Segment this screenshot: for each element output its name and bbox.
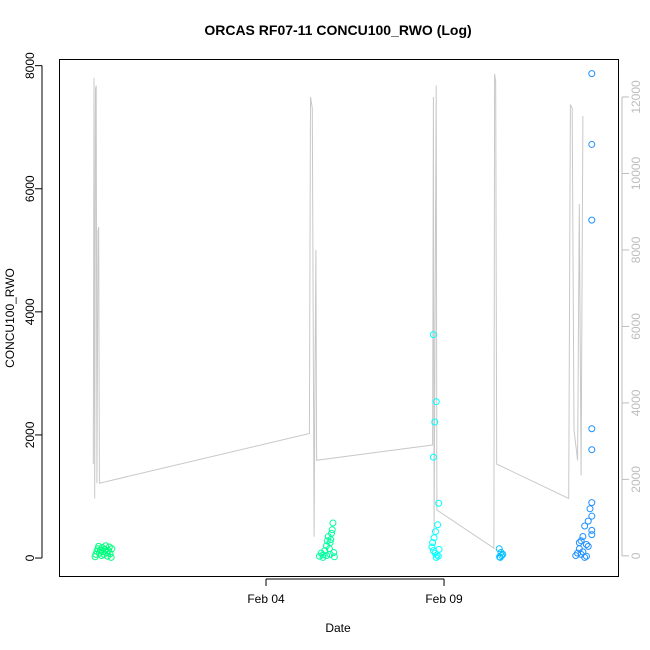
data-point [328,526,336,534]
data-point [575,539,583,547]
data-point [588,512,596,520]
data-point [496,553,504,561]
trace-layer [92,73,584,550]
y-tick-label: 4000 [23,298,37,325]
data-point [328,529,336,537]
data-point [106,550,114,558]
data-point [430,534,438,542]
data-point [586,505,594,513]
data-point [435,499,443,507]
data-point [95,542,103,550]
data-point [319,553,327,561]
data-point [584,542,592,550]
data-point [584,517,592,525]
data-point [572,552,580,560]
x-axis-label: Date [325,621,351,635]
chart-title: ORCAS RF07-11 CONCU100_RWO (Log) [204,22,471,38]
y-tick-label: 6000 [23,175,37,202]
data-point [579,532,587,540]
data-point [329,519,337,527]
data-point [107,553,115,561]
plot-frame [59,59,619,577]
data-point [429,331,437,339]
data-point [588,70,596,78]
data-point [321,547,329,555]
data-point [582,552,590,560]
data-point [108,545,116,553]
y2-tick-label: 6000 [629,313,643,340]
y2-tick-label: 8000 [629,236,643,263]
data-point [431,528,439,536]
y2-tick-label: 12000 [629,80,643,114]
y-tick-label: 0 [23,554,37,561]
x-axis: Feb 04 Feb 09 [247,578,463,606]
data-point [582,540,590,548]
data-point [577,537,585,545]
data-point [326,539,334,547]
data-point [429,453,437,461]
data-point [432,553,440,561]
y-tick-label: 2000 [23,421,37,448]
data-point [588,140,596,148]
data-point [102,548,110,556]
y2-axis: 0 2000 4000 6000 8000 10000 12000 [621,80,643,559]
data-point [431,418,439,426]
y2-tick-label: 0 [629,552,643,559]
y-tick-label: 8000 [23,52,37,79]
data-point [434,521,442,529]
trace-line [92,73,584,550]
data-point [495,545,503,553]
y-axis-label: CONCU100_RWO [3,268,17,368]
data-point [432,398,440,406]
y-axis: 0 2000 4000 6000 8000 [23,52,43,561]
y2-tick-label: 10000 [629,156,643,190]
data-point [435,545,443,553]
data-point [581,553,589,561]
data-point [588,526,596,534]
y2-tick-label: 4000 [629,389,643,416]
x-tick-label: Feb 09 [425,592,463,606]
data-point [588,425,596,433]
data-point [429,539,437,547]
y2-tick-label: 2000 [629,466,643,493]
data-point [428,543,436,551]
data-point [588,499,596,507]
data-point [323,552,331,560]
points-layer [91,70,596,561]
data-point [581,522,589,530]
data-point [588,531,596,539]
x-tick-label: Feb 04 [247,592,285,606]
data-point [588,216,596,224]
data-point [319,551,327,559]
data-point [330,548,338,556]
data-point [588,446,596,454]
data-point [330,553,338,561]
data-point [497,548,505,556]
